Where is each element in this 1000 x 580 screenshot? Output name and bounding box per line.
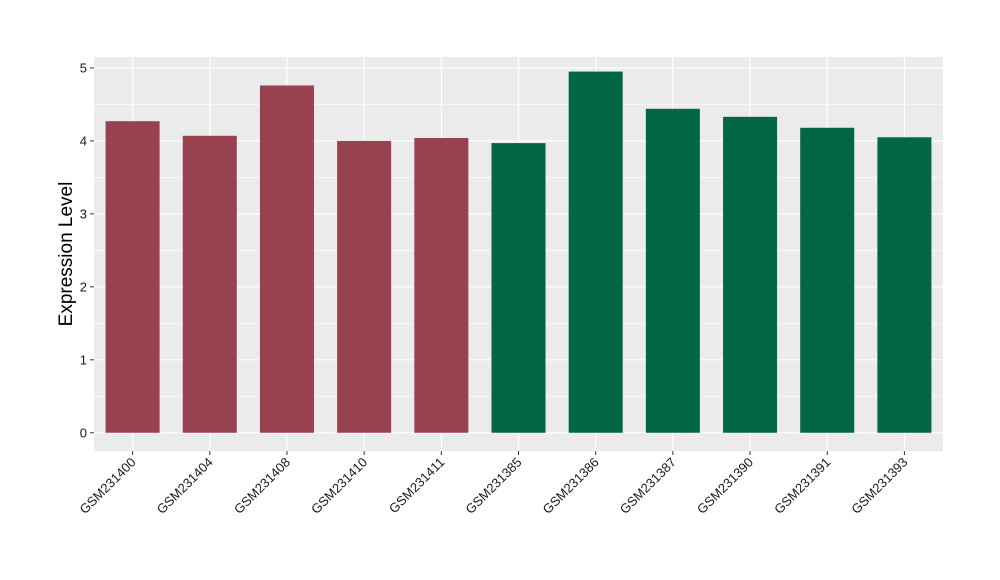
bar-GSM231393 xyxy=(877,137,932,433)
bar-GSM231391 xyxy=(800,127,855,433)
y-tick-label: 3 xyxy=(80,206,87,221)
x-tick-label: GSM231385 xyxy=(462,455,524,517)
bar-GSM231387 xyxy=(645,108,700,433)
bar-GSM231386 xyxy=(568,71,623,433)
x-tick-label: GSM231400 xyxy=(76,455,138,517)
bar-GSM231411 xyxy=(414,137,469,433)
x-tick-label: GSM231408 xyxy=(231,455,293,517)
x-tick-label: GSM231391 xyxy=(771,455,833,517)
x-tick-label: GSM231386 xyxy=(540,455,602,517)
x-tick-label: GSM231387 xyxy=(617,455,679,517)
bar-GSM231410 xyxy=(337,140,392,433)
bar-GSM231404 xyxy=(182,135,237,433)
y-tick-label: 5 xyxy=(80,60,87,75)
y-tick-label: 4 xyxy=(80,133,87,148)
x-tick-label: GSM231390 xyxy=(694,455,756,517)
x-axis: GSM231400 GSM231404 GSM231408 GSM231410 GSM2… xyxy=(76,451,911,517)
y-tick-label: 2 xyxy=(80,279,87,294)
y-axis: 0 1 2 3 4 5 xyxy=(80,60,94,440)
y-tick-label: 0 xyxy=(80,425,87,440)
bar-GSM231385 xyxy=(491,143,546,433)
bar-GSM231390 xyxy=(723,116,778,433)
x-tick-label: GSM231410 xyxy=(308,455,370,517)
bar-GSM231400 xyxy=(105,121,160,433)
bar-GSM231408 xyxy=(259,85,314,433)
x-tick-label: GSM231411 xyxy=(386,455,448,517)
x-tick-label: GSM231404 xyxy=(154,455,216,517)
y-axis-title: Expression Level xyxy=(56,182,77,327)
x-tick-label: GSM231393 xyxy=(848,455,910,517)
bars xyxy=(105,71,932,433)
y-tick-label: 1 xyxy=(80,352,87,367)
